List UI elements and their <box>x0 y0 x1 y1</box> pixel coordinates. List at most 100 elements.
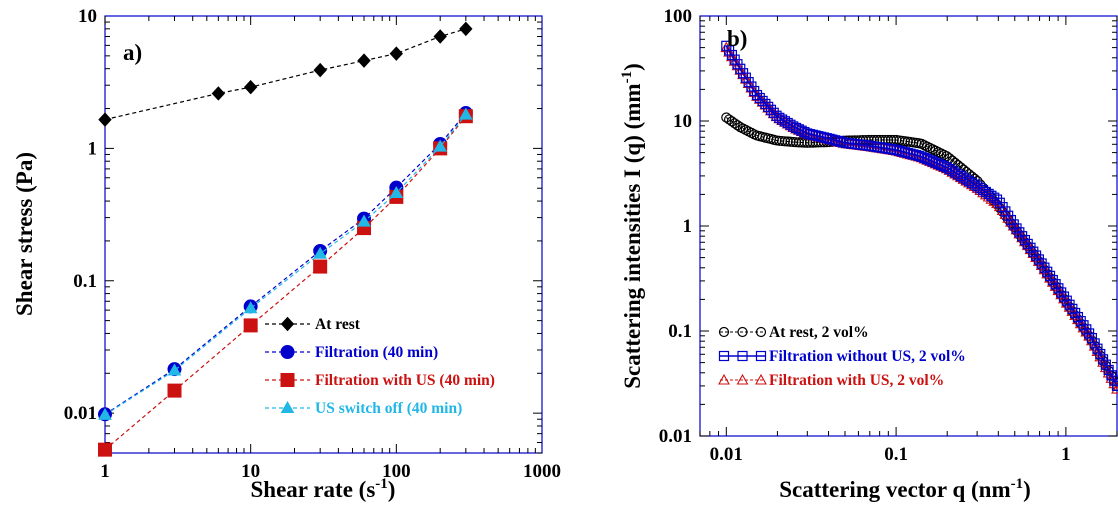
data-point <box>1097 356 1109 367</box>
data-point <box>983 188 994 200</box>
data-point <box>902 147 913 159</box>
plot-frame <box>104 15 543 454</box>
data-point <box>972 181 983 192</box>
data-point <box>389 186 404 199</box>
data-point <box>966 177 977 188</box>
data-point <box>790 137 802 148</box>
data-point <box>433 29 447 44</box>
data-point <box>824 133 835 144</box>
series-4 <box>98 107 473 420</box>
data-point <box>1108 377 1118 389</box>
data-point <box>908 149 919 160</box>
legend-marker <box>718 350 730 362</box>
data-point <box>796 137 807 148</box>
data-point <box>1097 354 1109 365</box>
data-point <box>1103 364 1114 376</box>
data-point <box>732 120 743 131</box>
legend-label: Filtration (40 min) <box>315 344 438 361</box>
legend-label: US switch off (40 min) <box>315 400 462 417</box>
data-point <box>950 167 961 178</box>
x-tick-label: 1000 <box>523 461 561 482</box>
data-point <box>243 301 258 314</box>
legend-label: At rest, 2 vol% <box>769 324 869 341</box>
data-point <box>167 363 182 376</box>
series-1 <box>98 21 473 127</box>
data-point <box>1088 339 1101 351</box>
data-point <box>1022 238 1033 250</box>
data-point <box>777 114 788 125</box>
data-point <box>788 136 799 148</box>
data-point <box>433 139 448 152</box>
y-tick-label: 0.01 <box>64 403 97 424</box>
data-point <box>763 101 774 112</box>
data-point <box>1094 350 1107 362</box>
x-tick-label: 1 <box>100 461 110 482</box>
y-tick-label: 0.01 <box>659 426 692 447</box>
series-line <box>104 112 467 415</box>
data-point <box>793 137 804 148</box>
data-point <box>986 190 997 201</box>
data-point <box>1111 380 1118 392</box>
data-point <box>357 214 371 227</box>
y-tick-label: 10 <box>78 6 97 27</box>
x-tick-label: 0.1 <box>884 444 908 465</box>
data-point <box>1111 382 1118 394</box>
data-point <box>98 407 112 420</box>
data-point <box>1014 227 1025 238</box>
data-point <box>1086 332 1097 344</box>
data-point <box>899 147 911 158</box>
y-tick-label: 0.1 <box>668 321 692 342</box>
data-point <box>1025 242 1036 253</box>
data-point <box>357 53 371 68</box>
data-point <box>807 129 818 140</box>
data-point <box>799 126 810 138</box>
data-point <box>913 150 924 161</box>
data-point <box>816 131 827 142</box>
y-tick-label: 10 <box>673 111 692 132</box>
data-point <box>871 134 883 146</box>
data-point <box>1099 361 1112 373</box>
y-axis-title: Shear stress (Pa) <box>12 152 37 316</box>
data-point <box>211 86 226 101</box>
data-point <box>729 118 740 129</box>
data-point <box>313 259 328 274</box>
x-axis-title: Scattering vector q (nm-1) <box>779 476 1031 502</box>
data-point <box>802 128 813 139</box>
tick-marks <box>104 16 542 454</box>
data-point <box>1100 359 1111 370</box>
data-point <box>922 153 933 165</box>
data-point <box>830 135 841 146</box>
data-point <box>835 136 846 147</box>
data-point <box>905 148 916 159</box>
legend-label: Filtration with US (40 min) <box>315 372 495 389</box>
legend: At rest, 2 vol% Filtration without US, 2 … <box>718 324 966 389</box>
data-point <box>1095 348 1106 360</box>
data-point <box>774 112 785 123</box>
data-point <box>944 163 955 175</box>
data-point <box>1106 370 1117 381</box>
data-point <box>1102 366 1115 378</box>
legend-marker <box>718 326 730 338</box>
data-point <box>243 318 258 333</box>
data-point <box>757 95 768 107</box>
legend-marker <box>737 350 748 362</box>
data-point <box>832 135 844 147</box>
legend-label: Filtration with US, 2 vol% <box>769 372 944 389</box>
legend: At rest Filtration (40 min) Filtration wit… <box>265 316 495 417</box>
legend-marker <box>718 373 730 385</box>
data-point <box>765 104 777 115</box>
y-tick-label: 1 <box>683 216 693 237</box>
data-point <box>958 172 969 183</box>
data-point <box>975 183 986 194</box>
legend-marker <box>280 400 295 413</box>
chart-panel-a: 1 10 100 1000 0.01 0.1 1 10 At rest Filtration (4… <box>12 6 561 502</box>
data-point <box>818 132 830 143</box>
y-tick-label: 0.1 <box>73 271 97 292</box>
data-point <box>98 442 112 457</box>
legend-marker <box>755 373 767 385</box>
data-point <box>874 134 885 146</box>
data-point <box>919 152 930 164</box>
data-point <box>1091 345 1104 356</box>
x-tick-label: 1 <box>1061 444 1071 465</box>
data-point <box>243 79 258 95</box>
